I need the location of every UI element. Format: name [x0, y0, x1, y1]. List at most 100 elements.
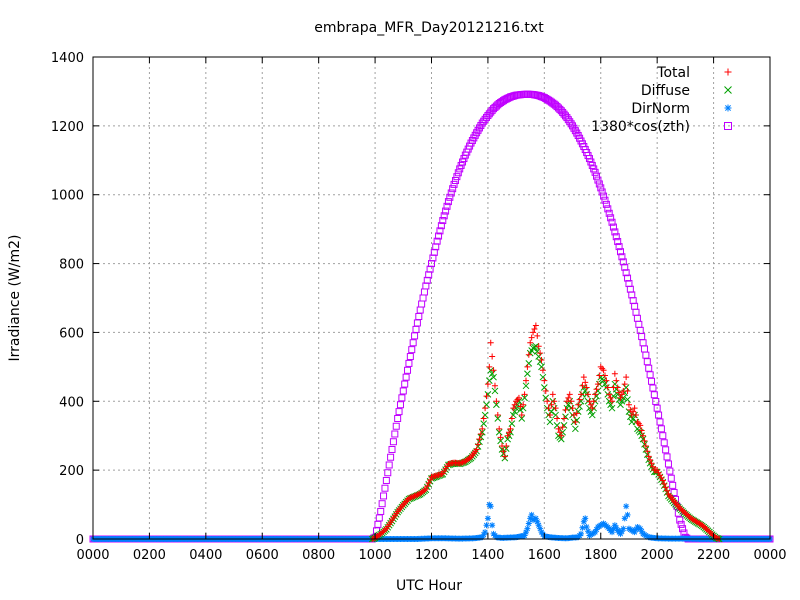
- legend-label: 1380*cos(zth): [591, 119, 690, 135]
- data-point: [637, 525, 644, 532]
- data-point: [669, 481, 677, 489]
- data-point: [458, 459, 465, 466]
- data-point: [491, 382, 498, 389]
- data-point: [617, 394, 624, 401]
- data-point: [482, 529, 489, 536]
- data-point: [528, 511, 535, 518]
- data-point: [608, 404, 616, 412]
- data-point: [576, 396, 583, 403]
- data-point: [662, 446, 670, 454]
- data-point: [611, 370, 618, 377]
- data-point: [489, 522, 496, 529]
- data-point: [638, 528, 645, 535]
- data-point: [541, 377, 548, 384]
- data-point: [439, 217, 447, 225]
- data-point: [614, 384, 621, 391]
- data-point: [522, 529, 529, 536]
- data-point: [724, 104, 732, 112]
- data-point: [606, 391, 613, 398]
- data-point: [459, 459, 466, 466]
- data-point: [507, 425, 514, 432]
- y-tick-label: 1000: [51, 189, 84, 204]
- axis-ticks: 0000 0200 0400 0600 0800 1000 1200 1400 1600 1800…: [51, 51, 787, 563]
- data-point: [561, 415, 568, 422]
- data-point: [531, 325, 538, 332]
- data-point: [585, 528, 592, 535]
- data-point: [525, 360, 533, 367]
- data-point: [624, 274, 632, 282]
- data-point: [631, 405, 638, 412]
- data-point: [556, 429, 563, 436]
- data-point: [549, 391, 556, 398]
- data-point: [643, 358, 651, 366]
- data-point: [476, 436, 483, 443]
- data-point: [600, 367, 607, 374]
- data-point: [633, 412, 640, 419]
- data-point: [622, 269, 630, 277]
- data-point: [552, 405, 559, 412]
- data-point: [596, 372, 603, 379]
- data-point: [683, 511, 690, 518]
- data-point: [422, 486, 429, 493]
- data-point: [527, 339, 534, 346]
- x-tick-label: 0800: [302, 548, 335, 563]
- data-point: [542, 394, 550, 402]
- data-point: [655, 469, 662, 476]
- data-point: [579, 524, 586, 531]
- data-point: [619, 258, 627, 266]
- data-point: [412, 492, 419, 499]
- data-point: [680, 508, 687, 515]
- x-axis-title: UTC Hour: [396, 578, 462, 594]
- data-point: [603, 377, 610, 384]
- data-point: [528, 334, 535, 341]
- data-point: [481, 411, 489, 419]
- data-point: [525, 351, 532, 358]
- data-point: [649, 463, 656, 470]
- data-point: [500, 448, 507, 455]
- data-point: [702, 524, 709, 531]
- data-point: [480, 531, 487, 538]
- data-point: [449, 185, 457, 193]
- data-point: [595, 180, 603, 188]
- data-point: [565, 394, 572, 401]
- data-point: [525, 520, 532, 527]
- data-point: [647, 456, 654, 463]
- chart-title: embrapa_MFR_Day20121216.txt: [314, 20, 544, 36]
- data-point: [395, 408, 403, 416]
- data-point: [496, 425, 503, 432]
- data-point: [589, 405, 596, 412]
- data-point: [408, 494, 415, 501]
- data-point: [538, 363, 545, 371]
- data-point: [485, 377, 493, 384]
- data-point: [503, 443, 510, 450]
- x-tick-label: 1800: [584, 548, 617, 563]
- data-point: [497, 434, 504, 441]
- data-point: [583, 384, 590, 391]
- y-tick-label: 200: [59, 464, 84, 479]
- data-point: [524, 370, 531, 378]
- data-point: [377, 530, 384, 537]
- data-point: [402, 373, 410, 381]
- data-point: [593, 386, 600, 393]
- data-point: [597, 184, 605, 192]
- data-point: [580, 518, 587, 525]
- data-point: [515, 394, 522, 401]
- data-point: [483, 393, 490, 400]
- data-point: [611, 522, 618, 529]
- data-point: [631, 529, 638, 536]
- data-point: [622, 384, 630, 391]
- data-point: [601, 372, 608, 379]
- y-tick-label: 800: [59, 258, 84, 273]
- data-point: [520, 401, 527, 408]
- data-point: [551, 398, 558, 405]
- data-point: [534, 518, 541, 525]
- legend-label: Diffuse: [641, 83, 690, 99]
- data-point: [605, 209, 613, 217]
- legend-label: DirNorm: [631, 101, 690, 117]
- data-point: [607, 401, 614, 409]
- data-point: [625, 401, 632, 408]
- data-point: [580, 374, 587, 381]
- data-point: [546, 418, 554, 426]
